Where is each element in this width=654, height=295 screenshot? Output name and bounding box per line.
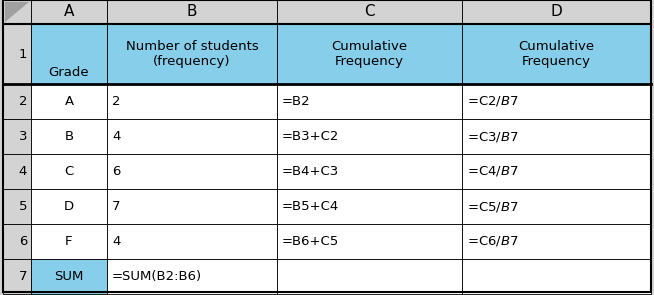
Bar bbox=[462, 189, 651, 224]
Bar bbox=[107, 259, 277, 294]
Bar bbox=[31, 224, 107, 259]
Text: =B2: =B2 bbox=[282, 95, 311, 108]
Text: =B5+C4: =B5+C4 bbox=[282, 200, 339, 213]
Text: 2: 2 bbox=[112, 95, 120, 108]
Text: 4: 4 bbox=[18, 165, 27, 178]
Text: C: C bbox=[64, 165, 74, 178]
Text: =B6+C5: =B6+C5 bbox=[282, 235, 339, 248]
Text: =C2/$B$7: =C2/$B$7 bbox=[467, 94, 519, 109]
Text: 6: 6 bbox=[112, 165, 120, 178]
Text: D: D bbox=[551, 4, 562, 19]
Bar bbox=[3, 24, 31, 84]
Polygon shape bbox=[5, 2, 29, 22]
Text: Cumulative
Frequency: Cumulative Frequency bbox=[332, 40, 407, 68]
Bar bbox=[107, 84, 277, 119]
Text: 7: 7 bbox=[112, 200, 120, 213]
Bar bbox=[31, 84, 107, 119]
Bar bbox=[3, 0, 31, 24]
Bar bbox=[107, 224, 277, 259]
Bar bbox=[3, 119, 31, 154]
Text: 2: 2 bbox=[18, 95, 27, 108]
Bar bbox=[277, 224, 462, 259]
Bar bbox=[107, 154, 277, 189]
Text: =B3+C2: =B3+C2 bbox=[282, 130, 339, 143]
Bar bbox=[277, 119, 462, 154]
Bar bbox=[3, 259, 31, 294]
Text: Cumulative
Frequency: Cumulative Frequency bbox=[519, 40, 594, 68]
Bar bbox=[462, 84, 651, 119]
Bar bbox=[31, 259, 107, 294]
Text: =C4/$B$7: =C4/$B$7 bbox=[467, 165, 519, 178]
Bar bbox=[31, 24, 107, 84]
Text: B: B bbox=[187, 4, 198, 19]
Text: =C5/$B$7: =C5/$B$7 bbox=[467, 199, 519, 214]
Text: 5: 5 bbox=[18, 200, 27, 213]
Text: 6: 6 bbox=[18, 235, 27, 248]
Bar bbox=[3, 84, 31, 119]
Bar bbox=[31, 189, 107, 224]
Text: A: A bbox=[65, 95, 73, 108]
Text: 7: 7 bbox=[18, 270, 27, 283]
Bar bbox=[462, 224, 651, 259]
Bar bbox=[277, 24, 462, 84]
Text: A: A bbox=[64, 4, 74, 19]
Text: Number of students
(frequency): Number of students (frequency) bbox=[126, 40, 258, 68]
Bar bbox=[277, 84, 462, 119]
Bar bbox=[3, 224, 31, 259]
Bar bbox=[277, 259, 462, 294]
Text: SUM: SUM bbox=[54, 270, 84, 283]
Bar bbox=[107, 119, 277, 154]
Bar bbox=[277, 189, 462, 224]
Text: F: F bbox=[65, 235, 73, 248]
Bar bbox=[3, 189, 31, 224]
Bar bbox=[31, 0, 107, 24]
Text: 4: 4 bbox=[112, 130, 120, 143]
Text: =SUM(B2:B6): =SUM(B2:B6) bbox=[112, 270, 202, 283]
Bar bbox=[462, 0, 651, 24]
Text: =C3/$B$7: =C3/$B$7 bbox=[467, 130, 519, 143]
Bar bbox=[3, 154, 31, 189]
Bar bbox=[462, 24, 651, 84]
Bar bbox=[462, 259, 651, 294]
Text: D: D bbox=[64, 200, 74, 213]
Bar bbox=[277, 0, 462, 24]
Text: C: C bbox=[364, 4, 375, 19]
Bar bbox=[107, 0, 277, 24]
Bar bbox=[277, 154, 462, 189]
Bar bbox=[31, 154, 107, 189]
Bar bbox=[31, 119, 107, 154]
Text: 3: 3 bbox=[18, 130, 27, 143]
Text: =B4+C3: =B4+C3 bbox=[282, 165, 339, 178]
Text: =C6/$B$7: =C6/$B$7 bbox=[467, 235, 519, 248]
Text: B: B bbox=[65, 130, 73, 143]
Bar bbox=[462, 154, 651, 189]
Bar bbox=[107, 189, 277, 224]
Text: Grade: Grade bbox=[48, 65, 90, 78]
Text: 1: 1 bbox=[18, 47, 27, 60]
Bar bbox=[107, 24, 277, 84]
Text: 4: 4 bbox=[112, 235, 120, 248]
Bar bbox=[462, 119, 651, 154]
